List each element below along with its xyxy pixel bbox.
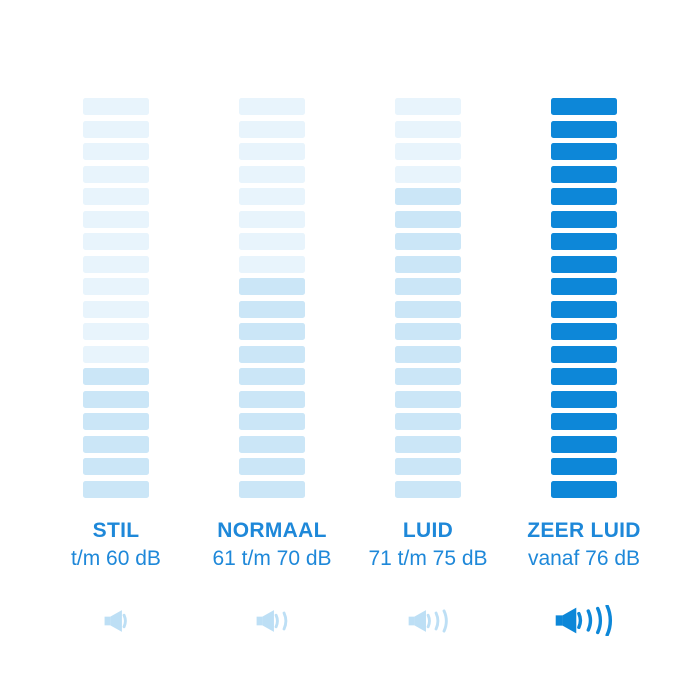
columns-row: STIL t/m 60 dB NORMAAL 61 t/m 70 dB LUID…	[38, 98, 662, 638]
level-bar-medium	[395, 458, 461, 475]
level-bar-light	[395, 165, 461, 183]
speaker-icon-wrap	[194, 604, 350, 638]
speaker-3-waves-icon	[407, 608, 450, 634]
level-bar-light	[83, 188, 149, 205]
level-bar-medium	[83, 413, 149, 430]
level-bar-full	[551, 98, 617, 115]
level-bar-light	[239, 233, 305, 250]
level-bar-light	[83, 255, 149, 273]
category-label: STIL	[92, 518, 140, 542]
level-bar-medium	[395, 368, 461, 385]
level-bar-light	[239, 143, 305, 160]
level-bar-light	[395, 143, 461, 160]
category-column-luid: LUID 71 t/m 75 dB	[350, 98, 506, 638]
level-bar-full	[551, 143, 617, 160]
level-bar-light	[239, 165, 305, 183]
level-bar-light	[239, 120, 305, 138]
level-bar-medium	[395, 480, 461, 498]
level-bar-light	[83, 323, 149, 340]
speaker-1-wave-icon	[103, 608, 130, 634]
level-bar-light	[83, 278, 149, 295]
level-bar-medium	[239, 368, 305, 385]
level-bar-full	[551, 323, 617, 340]
level-bar-full	[551, 255, 617, 273]
level-bar-medium	[395, 435, 461, 453]
level-bar-light	[83, 143, 149, 160]
decibel-range-label: 61 t/m 70 dB	[212, 546, 332, 570]
level-bar-light	[83, 120, 149, 138]
level-bar-light	[395, 98, 461, 115]
speaker-4-waves-icon	[554, 605, 614, 636]
level-bar-medium	[239, 300, 305, 318]
level-bar-full	[551, 368, 617, 385]
level-bar-medium	[395, 188, 461, 205]
level-bar-medium	[395, 390, 461, 408]
level-bar-stack	[395, 98, 461, 498]
category-label: LUID	[402, 518, 454, 542]
level-bar-stack	[551, 98, 617, 498]
speaker-icon-wrap	[350, 604, 506, 638]
level-bar-medium	[395, 210, 461, 228]
level-bar-light	[239, 188, 305, 205]
level-bar-full	[551, 300, 617, 318]
level-bar-medium	[395, 345, 461, 363]
decibel-range-label: t/m 60 dB	[71, 546, 161, 570]
level-bar-medium	[83, 368, 149, 385]
level-bar-medium	[239, 278, 305, 295]
level-bar-medium	[395, 278, 461, 295]
level-bar-full	[551, 120, 617, 138]
level-bar-light	[239, 255, 305, 273]
level-bar-light	[83, 98, 149, 115]
decibel-range-label: vanaf 76 dB	[527, 546, 641, 570]
level-bar-full	[551, 458, 617, 475]
level-bar-full	[551, 435, 617, 453]
level-bar-light	[239, 210, 305, 228]
level-bar-full	[551, 345, 617, 363]
speaker-icon-wrap	[38, 604, 194, 638]
category-column-normaal: NORMAAL 61 t/m 70 dB	[194, 98, 350, 638]
level-bar-medium	[239, 390, 305, 408]
level-bar-medium	[239, 413, 305, 430]
level-bar-full	[551, 233, 617, 250]
level-bar-medium	[395, 255, 461, 273]
level-bar-stack	[83, 98, 149, 498]
level-bar-medium	[83, 458, 149, 475]
level-bar-full	[551, 165, 617, 183]
level-bar-full	[551, 480, 617, 498]
level-bar-medium	[395, 413, 461, 430]
level-bar-medium	[239, 345, 305, 363]
level-bar-medium	[395, 323, 461, 340]
level-bar-full	[551, 188, 617, 205]
level-bar-light	[83, 233, 149, 250]
level-bar-medium	[395, 300, 461, 318]
level-bar-full	[551, 210, 617, 228]
level-bar-medium	[83, 480, 149, 498]
level-bar-full	[551, 278, 617, 295]
level-bar-medium	[239, 458, 305, 475]
level-bar-medium	[83, 435, 149, 453]
level-bar-full	[551, 390, 617, 408]
category-label: ZEER LUID	[527, 518, 641, 542]
level-bar-light	[83, 165, 149, 183]
level-bar-light	[83, 300, 149, 318]
level-bar-light	[83, 345, 149, 363]
level-bar-full	[551, 413, 617, 430]
level-bar-medium	[239, 435, 305, 453]
speaker-2-waves-icon	[255, 608, 290, 634]
category-column-stil: STIL t/m 60 dB	[38, 98, 194, 638]
level-bar-light	[83, 210, 149, 228]
level-bar-stack	[239, 98, 305, 498]
level-bar-medium	[239, 480, 305, 498]
decibel-range-label: 71 t/m 75 dB	[368, 546, 488, 570]
category-label: NORMAAL	[217, 518, 327, 542]
level-bar-light	[239, 98, 305, 115]
level-bar-medium	[239, 323, 305, 340]
level-bar-medium	[395, 233, 461, 250]
level-bar-medium	[83, 390, 149, 408]
level-bar-light	[395, 120, 461, 138]
category-column-zeer-luid: ZEER LUID vanaf 76 dB	[506, 98, 662, 638]
speaker-icon-wrap	[506, 604, 662, 638]
